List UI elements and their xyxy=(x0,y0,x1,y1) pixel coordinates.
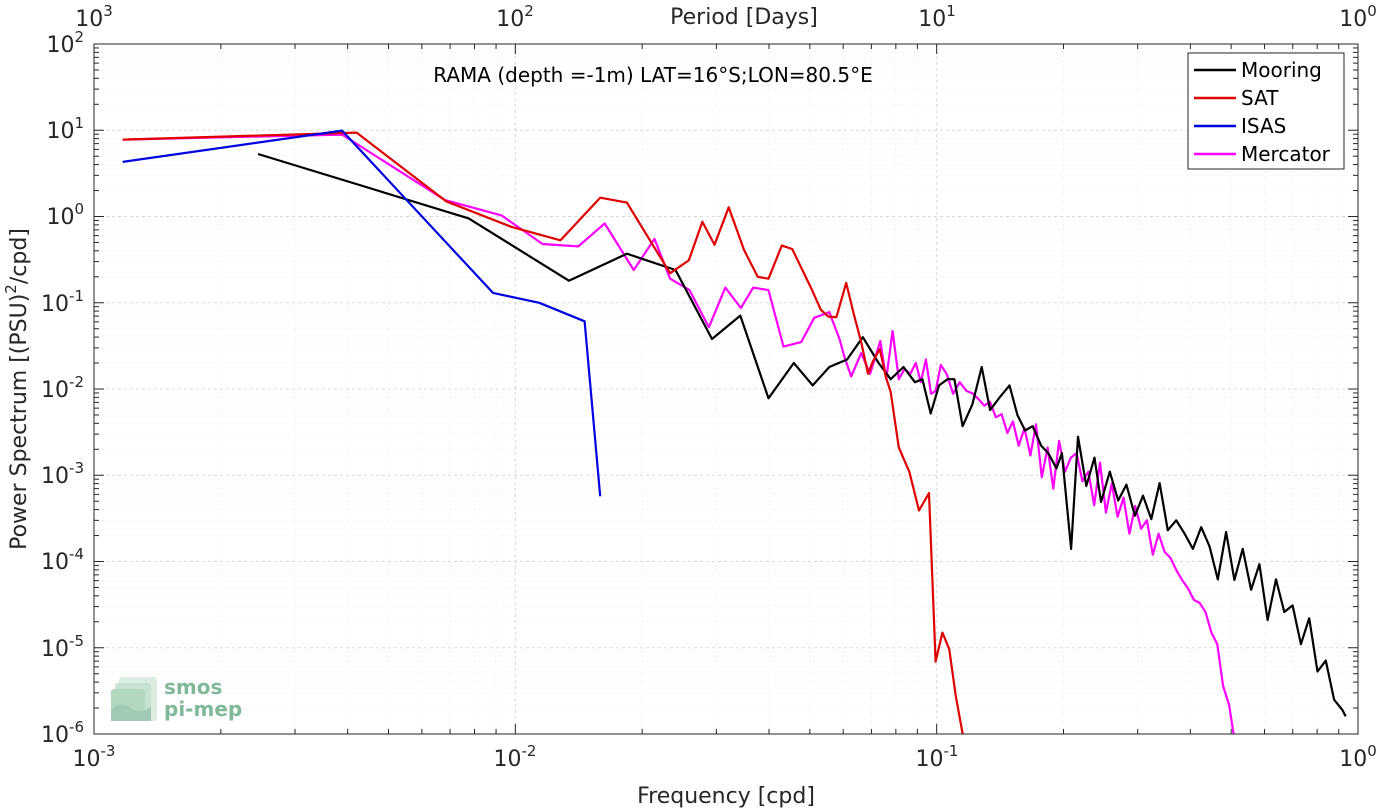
series-lines xyxy=(122,129,1347,735)
logo-waves-icon xyxy=(111,677,157,721)
y-tick-label-8: 10-6 xyxy=(41,718,84,748)
x2-tick-label-3: 100 xyxy=(1339,2,1377,32)
series-line-mooring xyxy=(257,152,1347,717)
legend-label-mercator: Mercator xyxy=(1241,142,1331,166)
series-line-isas xyxy=(122,129,602,497)
logo-text-smos: smos xyxy=(164,675,222,699)
x2-tick-label-0: 103 xyxy=(75,2,113,32)
tick-marks xyxy=(93,44,1358,735)
x2-tick-label-2: 101 xyxy=(918,2,956,32)
grid xyxy=(94,44,1358,734)
y-tick-label-5: 10-3 xyxy=(41,459,84,489)
chart-title: RAMA (depth =-1m) LAT=16°S;LON=80.5°E xyxy=(433,63,872,87)
y-tick-label-3: 10-1 xyxy=(41,287,84,317)
y-tick-label-2: 100 xyxy=(46,200,84,230)
y-tick-label-0: 102 xyxy=(46,28,84,58)
smos-pi-mep-logo: smos pi-mep xyxy=(111,675,242,721)
legend-label-mooring: Mooring xyxy=(1241,58,1322,82)
y-axis-label: Power Spectrum [(PSU)2/cpd] xyxy=(2,228,32,550)
series-line-sat xyxy=(122,131,964,735)
legend-box xyxy=(1187,52,1345,170)
legend-label-isas: ISAS xyxy=(1241,114,1286,138)
y-tick-label-6: 10-4 xyxy=(41,545,84,575)
legend: Mooring SAT ISAS Mercator xyxy=(1187,52,1345,170)
x-tick-label-3: 100 xyxy=(1339,742,1377,772)
y-tick-label-4: 10-2 xyxy=(41,373,84,403)
y-tick-label-1: 101 xyxy=(46,114,84,144)
logo-text-pi-mep: pi-mep xyxy=(164,697,242,721)
x-tick-label-1: 10-2 xyxy=(494,742,537,772)
x2-tick-label-1: 102 xyxy=(496,2,534,32)
x-tick-label-2: 10-1 xyxy=(916,742,959,772)
legend-label-sat: SAT xyxy=(1241,86,1279,110)
x-tick-label-0: 10-3 xyxy=(73,742,116,772)
series-line-mercator xyxy=(122,133,1235,735)
x2-axis-label: Period [Days] xyxy=(670,5,818,30)
y-tick-label-7: 10-5 xyxy=(41,632,84,662)
x-axis-label: Frequency [cpd] xyxy=(637,784,815,809)
